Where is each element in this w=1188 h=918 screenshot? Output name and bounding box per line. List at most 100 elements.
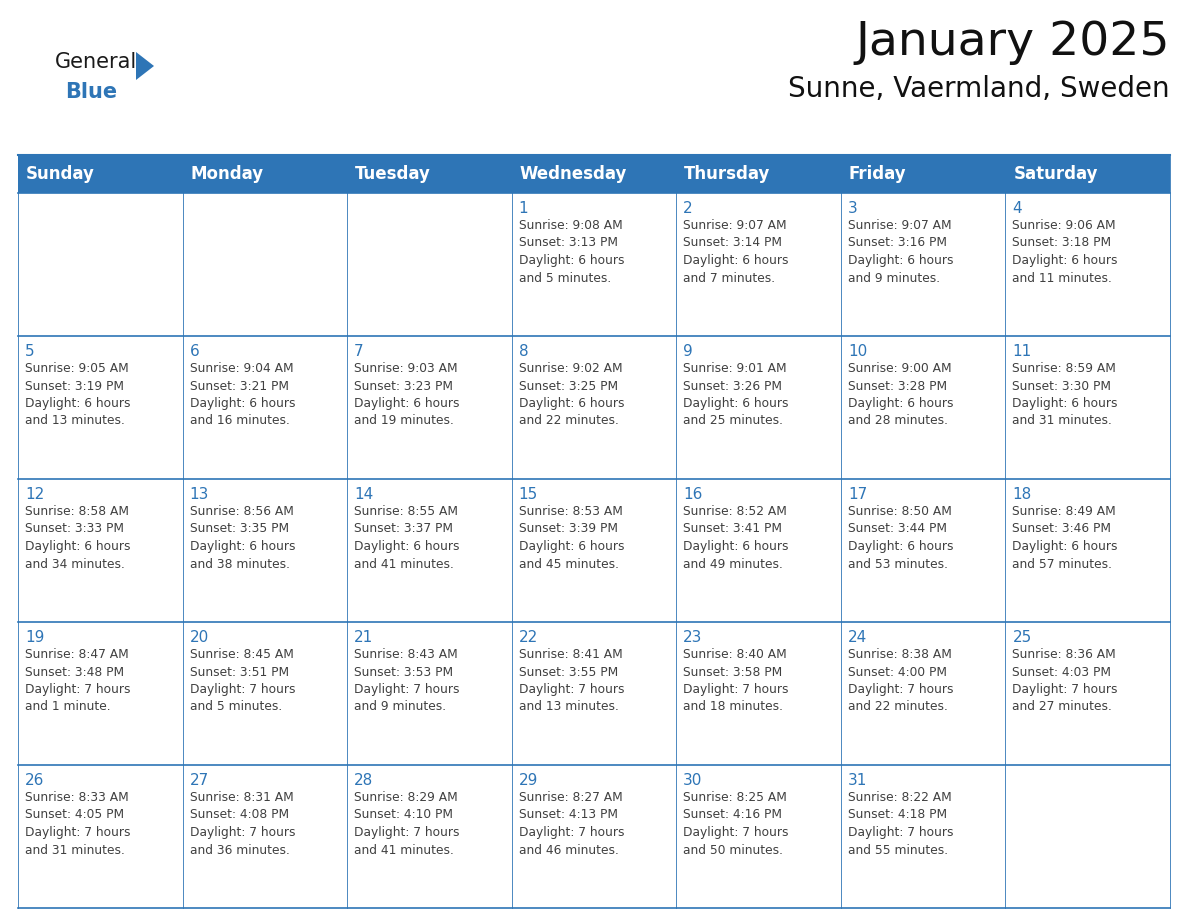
- Bar: [18, 336, 183, 479]
- Text: Sunrise: 9:08 AM
Sunset: 3:13 PM
Daylight: 6 hours
and 5 minutes.: Sunrise: 9:08 AM Sunset: 3:13 PM Dayligh…: [519, 219, 624, 285]
- Bar: [347, 193, 512, 336]
- Polygon shape: [135, 52, 154, 80]
- Bar: [183, 622, 347, 765]
- Text: Sunrise: 8:52 AM
Sunset: 3:41 PM
Daylight: 6 hours
and 49 minutes.: Sunrise: 8:52 AM Sunset: 3:41 PM Dayligh…: [683, 505, 789, 570]
- Bar: [347, 622, 512, 765]
- Bar: [1005, 193, 1170, 336]
- Text: Sunrise: 8:25 AM
Sunset: 4:16 PM
Daylight: 7 hours
and 50 minutes.: Sunrise: 8:25 AM Sunset: 4:16 PM Dayligh…: [683, 791, 789, 856]
- Text: 2: 2: [683, 201, 693, 216]
- Bar: [347, 479, 512, 622]
- Text: 23: 23: [683, 630, 702, 645]
- Text: Sunday: Sunday: [26, 165, 95, 183]
- Bar: [1005, 336, 1170, 479]
- Bar: [183, 336, 347, 479]
- Bar: [512, 765, 676, 908]
- Bar: [18, 622, 183, 765]
- Text: Blue: Blue: [65, 82, 118, 102]
- Text: 25: 25: [1012, 630, 1031, 645]
- Text: 26: 26: [25, 773, 44, 788]
- Text: 29: 29: [519, 773, 538, 788]
- Text: 21: 21: [354, 630, 373, 645]
- Text: Sunne, Vaermland, Sweden: Sunne, Vaermland, Sweden: [789, 75, 1170, 103]
- Text: Sunrise: 8:36 AM
Sunset: 4:03 PM
Daylight: 7 hours
and 27 minutes.: Sunrise: 8:36 AM Sunset: 4:03 PM Dayligh…: [1012, 648, 1118, 713]
- Text: Tuesday: Tuesday: [355, 165, 431, 183]
- Bar: [512, 622, 676, 765]
- Text: Monday: Monday: [190, 165, 264, 183]
- Text: Sunrise: 9:07 AM
Sunset: 3:16 PM
Daylight: 6 hours
and 9 minutes.: Sunrise: 9:07 AM Sunset: 3:16 PM Dayligh…: [848, 219, 953, 285]
- Text: Saturday: Saturday: [1013, 165, 1098, 183]
- Text: 16: 16: [683, 487, 702, 502]
- Bar: [841, 622, 1005, 765]
- Text: 17: 17: [848, 487, 867, 502]
- Text: Sunrise: 8:56 AM
Sunset: 3:35 PM
Daylight: 6 hours
and 38 minutes.: Sunrise: 8:56 AM Sunset: 3:35 PM Dayligh…: [190, 505, 295, 570]
- Bar: [183, 193, 347, 336]
- Text: 18: 18: [1012, 487, 1031, 502]
- Bar: [512, 479, 676, 622]
- Bar: [841, 336, 1005, 479]
- Bar: [18, 155, 1170, 193]
- Text: 12: 12: [25, 487, 44, 502]
- Text: Sunrise: 8:43 AM
Sunset: 3:53 PM
Daylight: 7 hours
and 9 minutes.: Sunrise: 8:43 AM Sunset: 3:53 PM Dayligh…: [354, 648, 460, 713]
- Text: Sunrise: 8:59 AM
Sunset: 3:30 PM
Daylight: 6 hours
and 31 minutes.: Sunrise: 8:59 AM Sunset: 3:30 PM Dayligh…: [1012, 362, 1118, 428]
- Bar: [18, 479, 183, 622]
- Bar: [841, 193, 1005, 336]
- Text: Sunrise: 9:06 AM
Sunset: 3:18 PM
Daylight: 6 hours
and 11 minutes.: Sunrise: 9:06 AM Sunset: 3:18 PM Dayligh…: [1012, 219, 1118, 285]
- Text: Sunrise: 8:55 AM
Sunset: 3:37 PM
Daylight: 6 hours
and 41 minutes.: Sunrise: 8:55 AM Sunset: 3:37 PM Dayligh…: [354, 505, 460, 570]
- Text: 15: 15: [519, 487, 538, 502]
- Bar: [183, 479, 347, 622]
- Text: 1: 1: [519, 201, 529, 216]
- Text: 31: 31: [848, 773, 867, 788]
- Text: Sunrise: 9:07 AM
Sunset: 3:14 PM
Daylight: 6 hours
and 7 minutes.: Sunrise: 9:07 AM Sunset: 3:14 PM Dayligh…: [683, 219, 789, 285]
- Text: Sunrise: 8:40 AM
Sunset: 3:58 PM
Daylight: 7 hours
and 18 minutes.: Sunrise: 8:40 AM Sunset: 3:58 PM Dayligh…: [683, 648, 789, 713]
- Bar: [676, 765, 841, 908]
- Text: 5: 5: [25, 344, 34, 359]
- Text: 4: 4: [1012, 201, 1022, 216]
- Text: Sunrise: 8:41 AM
Sunset: 3:55 PM
Daylight: 7 hours
and 13 minutes.: Sunrise: 8:41 AM Sunset: 3:55 PM Dayligh…: [519, 648, 624, 713]
- Text: 6: 6: [190, 344, 200, 359]
- Text: January 2025: January 2025: [855, 20, 1170, 65]
- Text: 3: 3: [848, 201, 858, 216]
- Text: 22: 22: [519, 630, 538, 645]
- Text: 24: 24: [848, 630, 867, 645]
- Bar: [1005, 622, 1170, 765]
- Text: Sunrise: 8:58 AM
Sunset: 3:33 PM
Daylight: 6 hours
and 34 minutes.: Sunrise: 8:58 AM Sunset: 3:33 PM Dayligh…: [25, 505, 131, 570]
- Text: Sunrise: 8:45 AM
Sunset: 3:51 PM
Daylight: 7 hours
and 5 minutes.: Sunrise: 8:45 AM Sunset: 3:51 PM Dayligh…: [190, 648, 295, 713]
- Text: Sunrise: 8:47 AM
Sunset: 3:48 PM
Daylight: 7 hours
and 1 minute.: Sunrise: 8:47 AM Sunset: 3:48 PM Dayligh…: [25, 648, 131, 713]
- Text: Sunrise: 9:00 AM
Sunset: 3:28 PM
Daylight: 6 hours
and 28 minutes.: Sunrise: 9:00 AM Sunset: 3:28 PM Dayligh…: [848, 362, 953, 428]
- Text: 19: 19: [25, 630, 44, 645]
- Text: Sunrise: 8:22 AM
Sunset: 4:18 PM
Daylight: 7 hours
and 55 minutes.: Sunrise: 8:22 AM Sunset: 4:18 PM Dayligh…: [848, 791, 953, 856]
- Text: Sunrise: 8:33 AM
Sunset: 4:05 PM
Daylight: 7 hours
and 31 minutes.: Sunrise: 8:33 AM Sunset: 4:05 PM Dayligh…: [25, 791, 131, 856]
- Bar: [18, 193, 183, 336]
- Text: 8: 8: [519, 344, 529, 359]
- Bar: [841, 765, 1005, 908]
- Text: Sunrise: 8:31 AM
Sunset: 4:08 PM
Daylight: 7 hours
and 36 minutes.: Sunrise: 8:31 AM Sunset: 4:08 PM Dayligh…: [190, 791, 295, 856]
- Text: 13: 13: [190, 487, 209, 502]
- Text: Sunrise: 8:29 AM
Sunset: 4:10 PM
Daylight: 7 hours
and 41 minutes.: Sunrise: 8:29 AM Sunset: 4:10 PM Dayligh…: [354, 791, 460, 856]
- Text: General: General: [55, 52, 138, 72]
- Text: Sunrise: 9:05 AM
Sunset: 3:19 PM
Daylight: 6 hours
and 13 minutes.: Sunrise: 9:05 AM Sunset: 3:19 PM Dayligh…: [25, 362, 131, 428]
- Text: 7: 7: [354, 344, 364, 359]
- Bar: [676, 193, 841, 336]
- Bar: [676, 622, 841, 765]
- Text: Sunrise: 8:38 AM
Sunset: 4:00 PM
Daylight: 7 hours
and 22 minutes.: Sunrise: 8:38 AM Sunset: 4:00 PM Dayligh…: [848, 648, 953, 713]
- Text: 27: 27: [190, 773, 209, 788]
- Text: Sunrise: 9:02 AM
Sunset: 3:25 PM
Daylight: 6 hours
and 22 minutes.: Sunrise: 9:02 AM Sunset: 3:25 PM Dayligh…: [519, 362, 624, 428]
- Text: Friday: Friday: [849, 165, 906, 183]
- Text: Sunrise: 8:49 AM
Sunset: 3:46 PM
Daylight: 6 hours
and 57 minutes.: Sunrise: 8:49 AM Sunset: 3:46 PM Dayligh…: [1012, 505, 1118, 570]
- Bar: [347, 765, 512, 908]
- Text: 30: 30: [683, 773, 702, 788]
- Text: Thursday: Thursday: [684, 165, 771, 183]
- Bar: [183, 765, 347, 908]
- Bar: [18, 765, 183, 908]
- Text: Wednesday: Wednesday: [519, 165, 627, 183]
- Text: 10: 10: [848, 344, 867, 359]
- Bar: [1005, 479, 1170, 622]
- Bar: [347, 336, 512, 479]
- Text: 28: 28: [354, 773, 373, 788]
- Text: Sunrise: 8:53 AM
Sunset: 3:39 PM
Daylight: 6 hours
and 45 minutes.: Sunrise: 8:53 AM Sunset: 3:39 PM Dayligh…: [519, 505, 624, 570]
- Text: Sunrise: 8:50 AM
Sunset: 3:44 PM
Daylight: 6 hours
and 53 minutes.: Sunrise: 8:50 AM Sunset: 3:44 PM Dayligh…: [848, 505, 953, 570]
- Text: 14: 14: [354, 487, 373, 502]
- Text: 11: 11: [1012, 344, 1031, 359]
- Text: Sunrise: 9:03 AM
Sunset: 3:23 PM
Daylight: 6 hours
and 19 minutes.: Sunrise: 9:03 AM Sunset: 3:23 PM Dayligh…: [354, 362, 460, 428]
- Text: 20: 20: [190, 630, 209, 645]
